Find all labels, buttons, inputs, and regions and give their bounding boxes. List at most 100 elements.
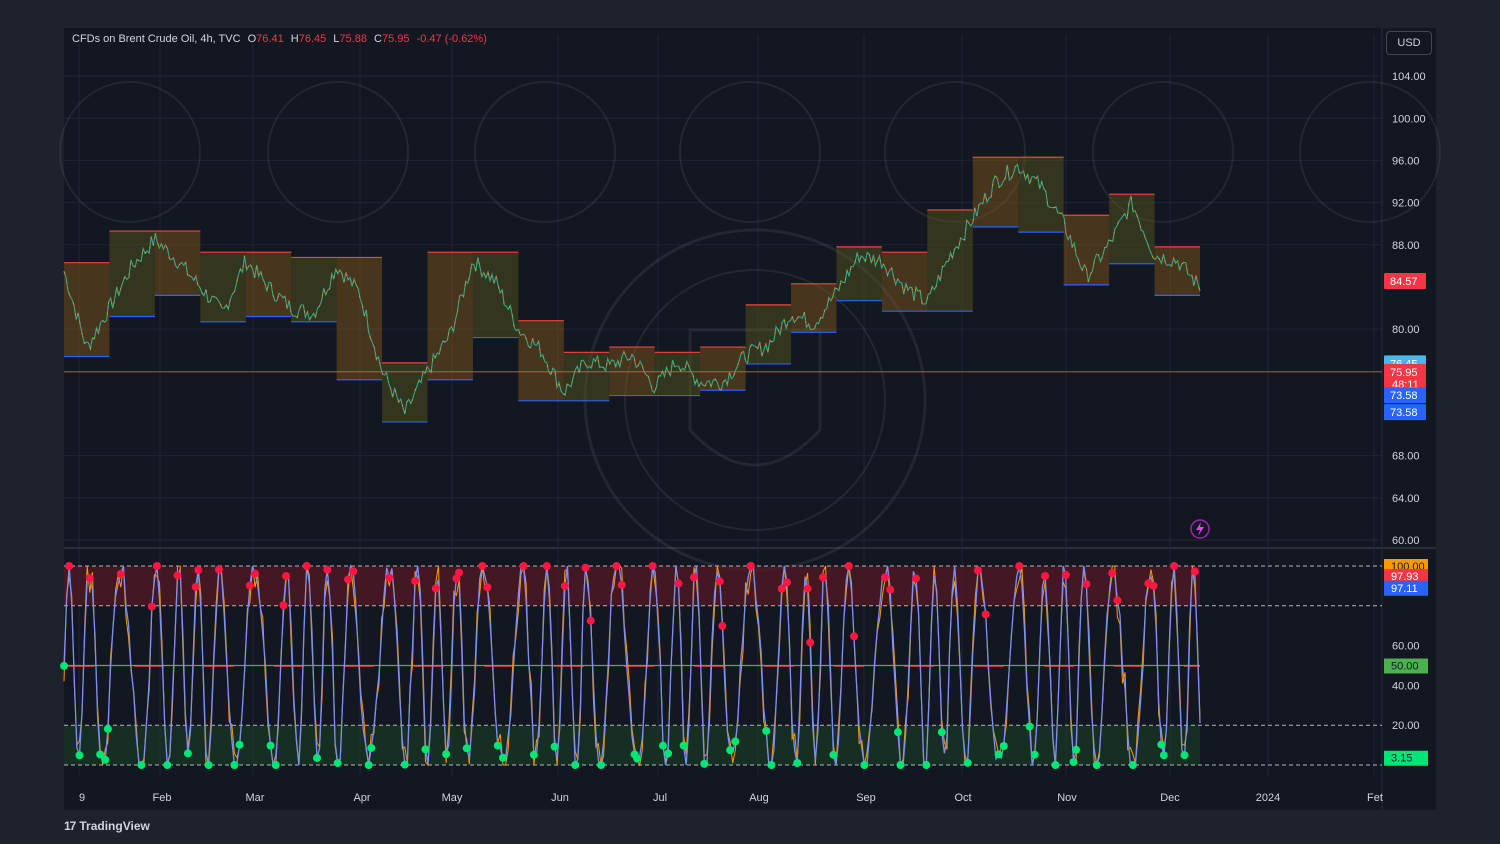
tradingview-logo[interactable]: 17 TradingView [64,819,150,833]
range-box [291,257,337,322]
osc-sell-dot [245,581,254,590]
time-axis-label: Jun [551,792,569,804]
osc-buy-dot [333,759,342,768]
tradingview-logo-text: TradingView [79,819,150,833]
osc-sell-dot [612,562,621,570]
osc-buy-dot [726,746,735,755]
lightning-icon [1190,519,1210,539]
price-badge-high-box-bg [1384,272,1426,289]
osc-sell-dot [483,583,492,592]
osc-buy-dot [204,761,213,769]
range-box [1154,246,1200,296]
osc-sell-dot [279,601,288,610]
time-axis-label: Mar [246,792,265,804]
osc-sell-dot [542,562,551,570]
osc-buy-dot [767,761,776,769]
osc-buy-dot [597,761,606,769]
osc-k-line [63,563,1201,768]
price-line-green [63,163,1201,415]
osc-sell-dot [194,566,203,575]
watermark-badge [59,81,201,223]
osc-buy-dot [498,753,507,762]
lightning-icon-ring [1190,519,1210,539]
osc-sell-dot [819,573,828,582]
range-box [745,304,792,364]
osc-axis-label: 20.00 [1392,720,1420,732]
osc-sell-dot [560,582,569,591]
price-badge-low1: 73.58 [1390,390,1418,402]
osc-badge-mid-bg [1384,658,1428,674]
osc-sell-dot [674,579,683,588]
time-axis-label: Oct [954,792,971,804]
osc-sell-dot [431,584,440,593]
time-axis-label: Dec [1160,792,1180,804]
osc-sell-dot [519,562,528,570]
osc-buy-dot [963,758,972,767]
price-badge-low2-bg [1384,404,1426,421]
osc-badge-bottom-bg [1384,750,1428,766]
osc-sell-dot [886,585,895,594]
osc-buy-dot [550,742,559,751]
range-box [472,252,519,338]
time-axis-label: Aug [749,792,769,804]
osc-buy-dot [1180,751,1189,760]
osc-sell-dot [617,580,626,589]
currency-button[interactable]: USD [1386,31,1432,55]
osc-buy-dot [364,761,373,769]
osc-buy-dot [442,750,451,759]
osc-buy-dot [1128,761,1137,769]
osc-sell-dot [302,562,311,570]
price-axis-label: 104.00 [1392,71,1426,83]
osc-sell-dot [214,565,223,574]
osc-sell-dot [912,574,920,583]
osc-badge-k-bg [1384,569,1428,585]
osc-buy-dot [183,749,192,758]
price-axis-label: 60.00 [1392,535,1420,547]
range-box [1063,215,1110,285]
osc-badge-mid: 50.00 [1391,661,1419,673]
high-key: H [290,33,299,45]
osc-buy-dot [731,737,740,746]
osc-sell-dot [981,610,990,619]
osc-sell-dot [411,576,420,585]
osc-sell-dot [85,574,94,583]
osc-buy-dot [922,761,931,769]
price-axis-label: 68.00 [1392,451,1420,463]
osc-sell-dot [478,562,487,570]
high-value: 76.45 [298,33,327,45]
low-key: L [333,33,340,45]
overbought-zone [64,566,1200,606]
osc-badge-bottom: 3.15 [1391,753,1412,765]
osc-buy-dot [101,755,110,764]
osc-sell-dot [1170,562,1179,570]
watermark-ring [624,269,886,531]
range-box [972,157,1019,227]
osc-sell-dot [777,584,786,593]
osc-buy-dot [658,741,667,750]
price-badge-close: 75.95 [1390,367,1418,379]
osc-badge-d: 97.11 [1391,583,1418,595]
symbol-title[interactable]: CFDs on Brent Crude Oil, 4h, TVC [72,33,241,45]
range-boxes [64,156,1200,423]
osc-buy-dot [571,761,580,769]
watermark-badge [1092,81,1234,223]
osc-sell-dot [116,570,125,579]
osc-buy-dot [700,759,709,768]
osc-sell-dot [803,584,812,593]
osc-buy-dot [937,728,946,737]
osc-sell-dot [251,569,260,578]
osc-buy-dot [235,740,244,749]
grid-lines [64,35,1382,775]
price-badge-low1-bg [1384,387,1426,404]
low-value: 75.88 [339,33,367,45]
range-box [427,252,473,380]
osc-sell-dot [349,567,358,576]
price-axis-label: 80.00 [1392,324,1420,336]
price-axis-label: 100.00 [1392,113,1426,125]
osc-sell-dot [282,572,291,581]
osc-sell-dot [850,632,859,641]
price-axis-label: 64.00 [1392,493,1420,505]
watermark-shield [688,328,822,467]
osc-buy-dot [896,761,905,769]
